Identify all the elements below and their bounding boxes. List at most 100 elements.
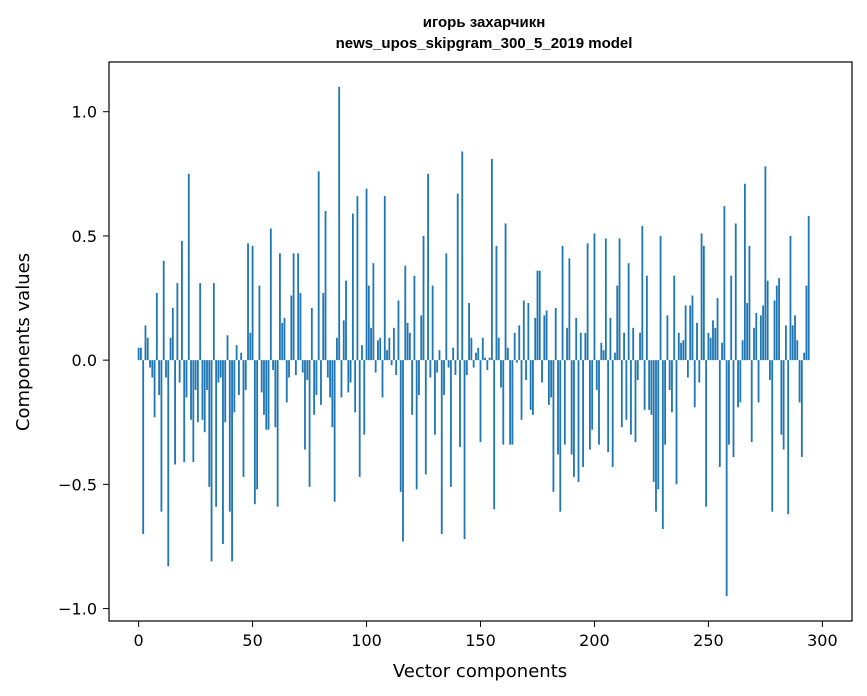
bar-24 <box>192 360 195 462</box>
bar-186 <box>561 245 564 361</box>
bar-47 <box>244 360 247 390</box>
bar-78 <box>315 360 318 395</box>
bar-287 <box>791 325 794 361</box>
bar-109 <box>386 350 388 361</box>
bar-261 <box>732 360 735 458</box>
bar-126 <box>424 360 427 475</box>
bar-33 <box>212 283 215 361</box>
bar-253 <box>714 327 717 361</box>
bar-243 <box>691 295 694 361</box>
bar-220 <box>639 332 641 361</box>
bar-61 <box>276 360 279 507</box>
bar-17 <box>176 283 179 361</box>
bar-273 <box>759 315 762 361</box>
bar-157 <box>495 245 498 361</box>
bar-2 <box>142 360 145 535</box>
bar-276 <box>766 280 769 361</box>
bar-240 <box>684 305 687 361</box>
bar-93 <box>349 360 352 383</box>
bar-175 <box>536 270 539 361</box>
bar-234 <box>671 360 673 413</box>
y-tick-label: −0.5 <box>58 475 97 494</box>
bar-244 <box>693 360 696 408</box>
bar-130 <box>434 360 436 435</box>
bar-121 <box>413 275 416 361</box>
bar-79 <box>317 171 320 361</box>
bar-19 <box>181 240 183 361</box>
bar-73 <box>304 360 306 450</box>
bar-148 <box>475 352 477 361</box>
bar-284 <box>784 325 787 361</box>
bar-64 <box>283 317 286 361</box>
bar-255 <box>718 360 721 467</box>
bar-146 <box>470 337 473 361</box>
bar-127 <box>427 173 429 361</box>
bar-117 <box>404 265 407 361</box>
x-tick-label: 150 <box>465 631 496 650</box>
bar-70 <box>297 253 300 361</box>
bar-88 <box>338 86 341 361</box>
y-tick-label: 0.5 <box>72 227 97 246</box>
bar-197 <box>586 243 589 361</box>
bar-91 <box>345 280 347 361</box>
bar-260 <box>730 275 733 361</box>
bar-267 <box>746 302 749 361</box>
bar-213 <box>623 332 625 361</box>
bar-172 <box>529 360 532 410</box>
bar-23 <box>190 360 192 420</box>
bar-0 <box>137 347 140 361</box>
bar-75 <box>308 360 311 487</box>
bar-11 <box>162 260 165 361</box>
bar-28 <box>201 360 204 420</box>
bar-140 <box>456 193 459 361</box>
bar-114 <box>397 300 400 361</box>
bar-171 <box>527 302 530 361</box>
bar-37 <box>222 360 224 544</box>
bar-87 <box>336 337 338 361</box>
bar-51 <box>253 360 256 505</box>
bar-32 <box>210 360 213 562</box>
bar-107 <box>381 360 384 398</box>
x-axis: 0 50 100 150 200 250 300 <box>134 621 838 650</box>
bar-65 <box>285 360 288 403</box>
bar-207 <box>609 317 612 361</box>
bar-251 <box>709 337 712 361</box>
bar-55 <box>263 360 265 415</box>
bar-39 <box>226 335 229 361</box>
bar-191 <box>573 360 575 477</box>
bar-200 <box>593 233 596 361</box>
bar-132 <box>438 350 441 361</box>
bar-84 <box>329 360 331 398</box>
bar-178 <box>543 315 546 361</box>
bar-92 <box>347 360 350 393</box>
bar-281 <box>778 278 780 361</box>
bar-66 <box>288 360 290 378</box>
bar-9 <box>158 360 161 395</box>
bar-138 <box>452 347 455 361</box>
bar-286 <box>789 235 792 361</box>
bar-179 <box>545 310 548 361</box>
bar-193 <box>577 360 580 482</box>
bar-210 <box>616 285 619 361</box>
bar-274 <box>762 305 765 361</box>
bar-145 <box>468 302 471 361</box>
bar-272 <box>757 360 760 403</box>
bar-266 <box>743 183 746 361</box>
bar-158 <box>497 337 500 361</box>
bar-170 <box>525 360 527 381</box>
bar-18 <box>178 360 181 383</box>
bar-247 <box>700 233 703 361</box>
bar-5 <box>149 360 151 368</box>
bar-105 <box>377 340 379 361</box>
bar-192 <box>575 317 578 361</box>
bar-165 <box>513 332 516 361</box>
bar-22 <box>187 173 190 361</box>
bar-268 <box>748 245 751 361</box>
bar-168 <box>520 360 523 420</box>
y-tick-label: 0.0 <box>72 351 97 370</box>
x-tick-label: 0 <box>134 631 144 650</box>
bar-283 <box>782 360 785 450</box>
bar-183 <box>554 307 557 361</box>
bar-187 <box>563 360 566 445</box>
bar-8 <box>155 293 158 361</box>
